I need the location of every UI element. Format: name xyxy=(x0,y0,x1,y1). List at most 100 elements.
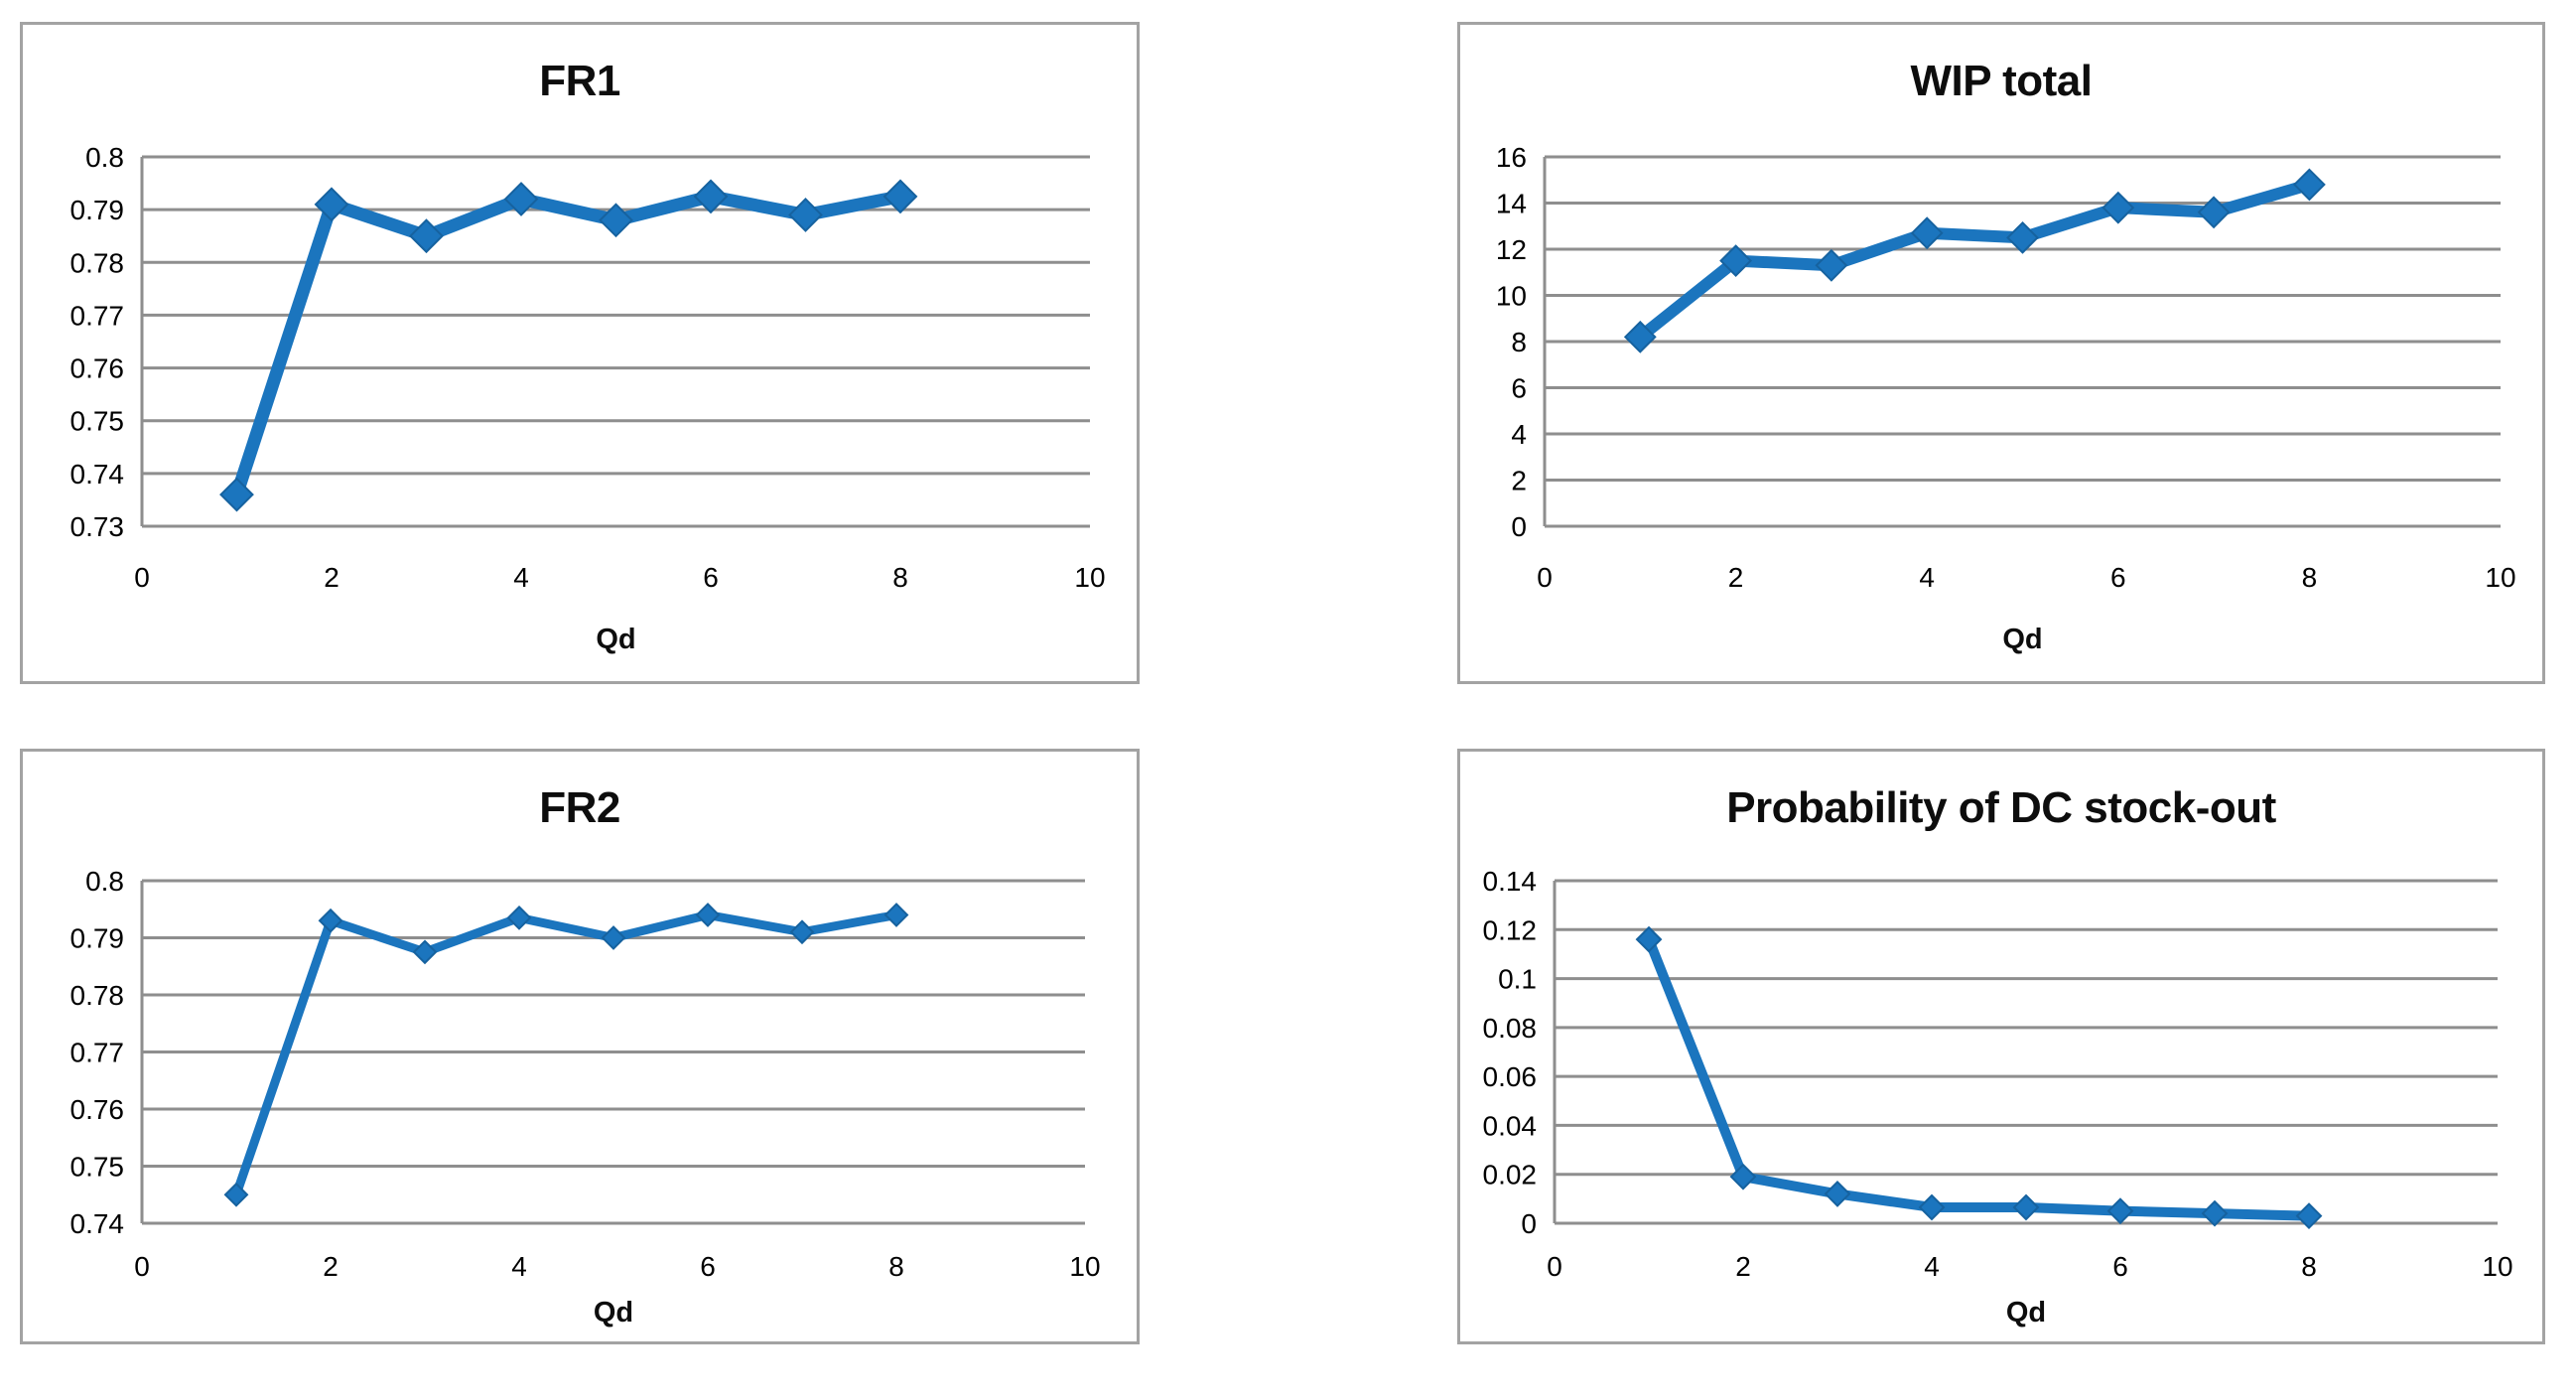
data-point-marker xyxy=(412,939,438,965)
data-point-marker xyxy=(2101,191,2135,224)
y-tick-label: 0.77 xyxy=(70,1038,125,1068)
y-tick-label: 0 xyxy=(1511,511,1527,542)
x-tick-label: 10 xyxy=(1069,1251,1100,1282)
data-point-marker xyxy=(599,203,633,238)
data-point-marker xyxy=(219,477,254,512)
data-point-marker xyxy=(1635,925,1663,953)
data-point-marker xyxy=(693,179,729,214)
fr1-plot-svg: 0.73 0.74 0.75 0.76 0.77 0.78 0.79 0.8 0 2 4 6 8 10 Qd xyxy=(70,142,1106,655)
y-tick-label: 14 xyxy=(1496,189,1527,219)
y-tick-label: 6 xyxy=(1511,373,1527,404)
y-tick-label: 2 xyxy=(1511,466,1527,496)
data-point-marker xyxy=(1918,1193,1946,1221)
fr1-chart-title: FR1 xyxy=(539,57,620,105)
y-tick-label: 0.02 xyxy=(1483,1160,1538,1190)
y-tick-label: 0.76 xyxy=(70,353,125,384)
wip-total-plot-svg: 0 2 4 6 8 10 12 14 16 0 2 4 6 8 10 Qd xyxy=(1496,142,2516,655)
y-tick-label: 0.08 xyxy=(1483,1013,1538,1044)
x-tick-label: 0 xyxy=(134,1251,150,1282)
y-tick-label: 0.73 xyxy=(70,511,125,542)
x-tick-label: 6 xyxy=(2110,562,2126,593)
data-point-marker xyxy=(506,905,532,930)
data-point-marker xyxy=(883,903,909,927)
data-point-marker xyxy=(1910,216,1944,250)
chart-panel-fr1: 0.73 0.74 0.75 0.76 0.77 0.78 0.79 0.8 0 2 4 6 8 10 Qd… xyxy=(20,22,1140,684)
y-tick-label: 0 xyxy=(1521,1208,1537,1239)
data-point-marker xyxy=(789,919,815,945)
data-point-marker xyxy=(2006,220,2039,254)
y-tick-label: 0.04 xyxy=(1483,1110,1538,1141)
x-tick-label: 6 xyxy=(703,562,719,593)
x-tick-label: 6 xyxy=(700,1251,716,1282)
y-tick-label: 0.8 xyxy=(85,142,124,173)
chart-panel-fr2: 0.74 0.75 0.76 0.77 0.78 0.79 0.8 0 2 4 6 8 10 Qd FR2 xyxy=(20,749,1140,1344)
series-line xyxy=(1634,178,2316,344)
x-tick-label: 2 xyxy=(324,562,339,593)
data-point-marker xyxy=(2292,168,2326,202)
data-point-marker xyxy=(409,218,444,254)
y-tick-label: 0.76 xyxy=(70,1094,125,1125)
x-tick-label: 8 xyxy=(892,562,908,593)
data-point-marker xyxy=(1815,248,1848,282)
series-line xyxy=(1644,934,2314,1221)
fr2-chart-title: FR2 xyxy=(539,783,620,832)
data-point-marker xyxy=(1824,1181,1851,1207)
data-point-marker xyxy=(314,187,349,222)
x-tick-label: 0 xyxy=(1547,1251,1562,1282)
x-tick-label: 0 xyxy=(1537,562,1553,593)
data-point-marker xyxy=(223,1182,249,1207)
x-tick-label: 2 xyxy=(323,1251,339,1282)
y-tick-label: 0.75 xyxy=(70,1152,125,1183)
y-tick-label: 0.12 xyxy=(1483,914,1538,945)
data-point-marker xyxy=(2012,1193,2040,1221)
y-tick-label: 0.06 xyxy=(1483,1061,1538,1092)
x-tick-label: 10 xyxy=(2482,1251,2512,1282)
x-axis-title: Qd xyxy=(596,624,635,655)
y-tick-label: 4 xyxy=(1511,419,1527,450)
y-tick-label: 0.78 xyxy=(70,247,125,278)
data-point-marker xyxy=(318,908,343,933)
y-tick-label: 0.8 xyxy=(85,866,124,897)
wip-total-chart-title: WIP total xyxy=(1910,57,2093,105)
data-point-marker xyxy=(695,903,721,927)
x-tick-label: 4 xyxy=(513,562,529,593)
x-tick-label: 6 xyxy=(2112,1251,2128,1282)
y-tick-label: 8 xyxy=(1511,327,1527,357)
x-tick-label: 8 xyxy=(888,1251,904,1282)
dc-stockout-chart-title: Probability of DC stock-out xyxy=(1726,783,2276,832)
y-tick-label: 0.78 xyxy=(70,980,125,1011)
y-tick-label: 10 xyxy=(1496,281,1527,312)
x-axis-title: Qd xyxy=(2006,1297,2046,1329)
y-tick-label: 0.77 xyxy=(70,300,125,331)
data-point-marker xyxy=(2201,1199,2229,1227)
data-point-marker xyxy=(1623,320,1657,353)
y-tick-label: 0.79 xyxy=(70,923,125,954)
data-point-marker xyxy=(1729,1163,1757,1190)
series-line xyxy=(230,190,907,501)
x-axis-title: Qd xyxy=(594,1297,633,1329)
y-tick-label: 0.14 xyxy=(1483,866,1538,897)
data-point-marker xyxy=(1719,244,1753,278)
chart-panel-wip-total: 0 2 4 6 8 10 12 14 16 0 2 4 6 8 10 Qd WIP total xyxy=(1457,22,2545,684)
y-tick-label: 0.74 xyxy=(70,459,125,490)
y-tick-label: 0.74 xyxy=(70,1208,125,1239)
data-point-marker xyxy=(2295,1202,2323,1230)
y-tick-label: 16 xyxy=(1496,142,1527,173)
x-tick-label: 4 xyxy=(1919,562,1935,593)
y-tick-label: 12 xyxy=(1496,234,1527,265)
y-tick-label: 0.75 xyxy=(70,406,125,437)
chart-panel-dc-stockout: 0 0.02 0.04 0.06 0.08 0.1 0.12 0.14 0 2 4 6 8 10 Qd Pr… xyxy=(1457,749,2545,1344)
y-tick-label: 0.79 xyxy=(70,195,125,225)
x-tick-label: 4 xyxy=(1924,1251,1940,1282)
data-point-marker xyxy=(2197,196,2231,229)
data-point-marker xyxy=(882,179,918,214)
x-tick-label: 8 xyxy=(2301,1251,2317,1282)
data-point-marker xyxy=(503,182,539,216)
x-tick-label: 2 xyxy=(1735,1251,1751,1282)
x-tick-label: 8 xyxy=(2302,562,2318,593)
x-tick-label: 10 xyxy=(2485,562,2515,593)
x-tick-label: 4 xyxy=(511,1251,527,1282)
x-tick-label: 10 xyxy=(1074,562,1105,593)
x-tick-label: 0 xyxy=(134,562,150,593)
